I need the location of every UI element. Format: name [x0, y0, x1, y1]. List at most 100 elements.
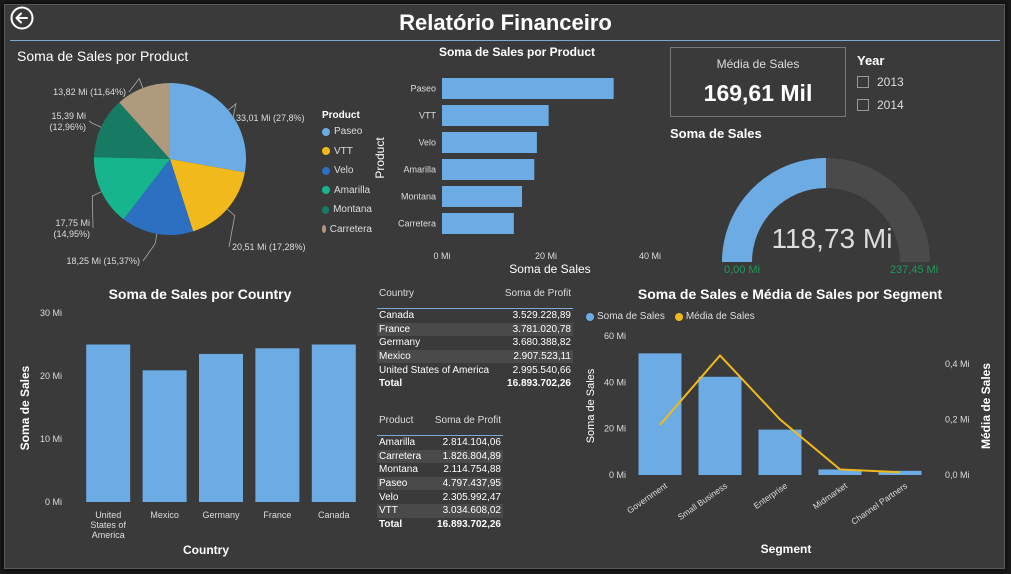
pie-slice-vtt[interactable]	[170, 159, 245, 232]
pie-slice-velo[interactable]	[123, 159, 194, 235]
legend-dot	[586, 312, 594, 321]
product-bar-montana[interactable]	[442, 186, 523, 207]
combo-y2-tick: 0,2 Mi	[945, 414, 970, 424]
table-cell: 3.034.608,02	[427, 503, 503, 518]
table-header[interactable]: Product	[379, 415, 414, 426]
table-header[interactable]: Country	[379, 288, 415, 299]
combo-y-tick: 40 Mi	[604, 377, 626, 387]
legend-label: Carretera	[329, 223, 372, 235]
table-row[interactable]: Paseo 4.797.437,95	[377, 476, 503, 491]
product-bar-chart[interactable]: Paseo VTT Velo Amarilla Montana Carretera 0 Mi…	[370, 62, 670, 282]
table-header[interactable]: Soma de Profit	[434, 415, 501, 426]
table-cell: VTT	[377, 503, 428, 518]
product-bar-carretera[interactable]	[442, 213, 514, 234]
table-row[interactable]: Velo 2.305.992,47	[377, 490, 503, 504]
back-arrow-icon[interactable]	[10, 6, 34, 30]
year-option-2014[interactable]: 2014	[857, 98, 904, 112]
segment-bar[interactable]	[638, 353, 682, 475]
table-row[interactable]: Canada 3.529.228,89	[377, 307, 573, 323]
country-bar-title: Soma de Sales por Country	[108, 286, 292, 302]
table-cell: Mexico	[377, 349, 499, 364]
table-total-cell: 16.893.702,26	[507, 378, 571, 390]
gauge-min-label: 0,00 Mi	[724, 264, 760, 276]
country-bar[interactable]	[255, 348, 300, 502]
pie-slice-paseo[interactable]	[170, 83, 246, 173]
checkbox-icon[interactable]	[857, 99, 869, 111]
country-x-tick: America	[92, 530, 125, 540]
year-option-2013[interactable]: 2013	[857, 75, 904, 89]
product-profit-table: Product Soma de Profit Amarilla 2.814.104,0…	[377, 415, 503, 531]
country-x-tick: Germany	[202, 510, 240, 520]
country-x-tick: States of	[90, 520, 126, 530]
table-row[interactable]: United States of America 2.995.540,66	[377, 363, 573, 377]
product-tick-label: Carretera	[398, 219, 436, 229]
segment-bar[interactable]	[698, 376, 742, 475]
pie-legend-item-paseo[interactable]: Paseo	[322, 122, 372, 142]
segment-bar[interactable]	[818, 469, 862, 475]
table-cell: 2.305.992,47	[442, 491, 501, 503]
combo-y2-tick: 0,4 Mi	[945, 359, 970, 369]
pie-legend-item-vtt[interactable]: VTT	[322, 142, 372, 162]
country-bar[interactable]	[199, 353, 243, 502]
table-cell: 4.797.437,95	[427, 476, 503, 491]
table-cell: Canada	[377, 307, 499, 323]
product-bar-vtt[interactable]	[442, 105, 549, 126]
country-bar[interactable]	[86, 344, 131, 503]
pie-legend-item-velo[interactable]: Velo	[322, 161, 372, 181]
pie-legend-item-amarilla[interactable]: Amarilla	[322, 181, 372, 201]
table-row[interactable]: Mexico 2.907.523,11	[377, 349, 573, 364]
table-cell: Montana	[379, 464, 418, 476]
card-value: 169,61 Mil	[703, 80, 813, 106]
country-x-tick: United	[95, 510, 121, 520]
product-bar-amarilla[interactable]	[442, 159, 535, 180]
table-cell: France	[377, 322, 499, 337]
product-tick-label: Velo	[418, 138, 436, 148]
table-row[interactable]: Germany 3.680.388,82	[377, 336, 573, 350]
legend-item-sales: Soma de Sales	[586, 311, 665, 322]
pie-chart[interactable]: 33,01 Mi (27,8%) 20,51 Mi (17,28%) 18,25 M…	[10, 66, 320, 276]
combo-y-tick: 0 Mi	[609, 470, 626, 480]
table-total-row: Total 16.893.702,26	[377, 518, 503, 532]
segment-x-tick: Government	[625, 480, 670, 515]
table-row[interactable]: Carretera 1.826.804,89	[377, 449, 503, 464]
pie-legend: Paseo VTT Velo Amarilla Montana Carretera	[322, 122, 372, 239]
average-sales-line[interactable]	[659, 353, 901, 474]
sales-gauge[interactable]: 118,73 Mi 0,00 Mi 237,45 Mi	[700, 140, 990, 280]
country-x-axis-label: Country	[183, 543, 229, 557]
pie-leader-line	[228, 102, 237, 119]
table-total-cell: Total	[379, 518, 403, 530]
pie-legend-item-carretera[interactable]: Carretera	[322, 220, 372, 240]
country-y-tick: 20 Mi	[40, 371, 62, 381]
table-cell: 3.781.020,78	[498, 322, 573, 337]
product-bar-velo[interactable]	[442, 132, 537, 153]
product-bar-paseo[interactable]	[442, 78, 614, 99]
table-row[interactable]: Amarilla 2.814.104,06	[377, 434, 503, 450]
pie-slice-amarilla[interactable]	[94, 157, 170, 220]
table-cell: Carretera	[377, 449, 428, 464]
table-row[interactable]: Montana 2.114.754,88	[377, 463, 503, 477]
combo-legend: Soma de Sales Média de Sales	[586, 311, 755, 322]
checkbox-icon[interactable]	[857, 76, 869, 88]
combo-x-axis-label: Segment	[761, 542, 812, 556]
segment-combo-chart[interactable]: 0 Mi 20 Mi 40 Mi 60 Mi 0,0 Mi 0,2 Mi 0,4 Mi Gov…	[580, 324, 1005, 564]
pie-legend-item-montana[interactable]: Montana	[322, 200, 372, 220]
pie-data-label: 17,75 Mi	[55, 218, 90, 228]
product-y-axis-label: Product	[373, 137, 387, 179]
segment-bar[interactable]	[878, 470, 922, 475]
combo-y-tick: 60 Mi	[604, 331, 626, 341]
table-cell: 3.680.388,82	[512, 337, 571, 349]
table-row[interactable]: France 3.781.020,78	[377, 322, 573, 337]
table-row[interactable]: VTT 3.034.608,02	[377, 503, 503, 518]
table-header[interactable]: Soma de Profit	[504, 288, 571, 299]
product-x-tick: 40 Mi	[639, 251, 661, 261]
table-cell: United States of America	[379, 364, 490, 376]
country-y-tick: 30 Mi	[40, 308, 62, 318]
pie-slice-carretera[interactable]	[119, 83, 170, 159]
pie-slice-montana[interactable]	[94, 102, 170, 159]
pie-leader-line	[88, 120, 102, 128]
segment-bar[interactable]	[758, 429, 802, 475]
country-bar[interactable]	[311, 344, 356, 503]
country-bar[interactable]	[142, 370, 187, 502]
pie-data-label: 13,82 Mi (11,64%)	[53, 87, 126, 97]
